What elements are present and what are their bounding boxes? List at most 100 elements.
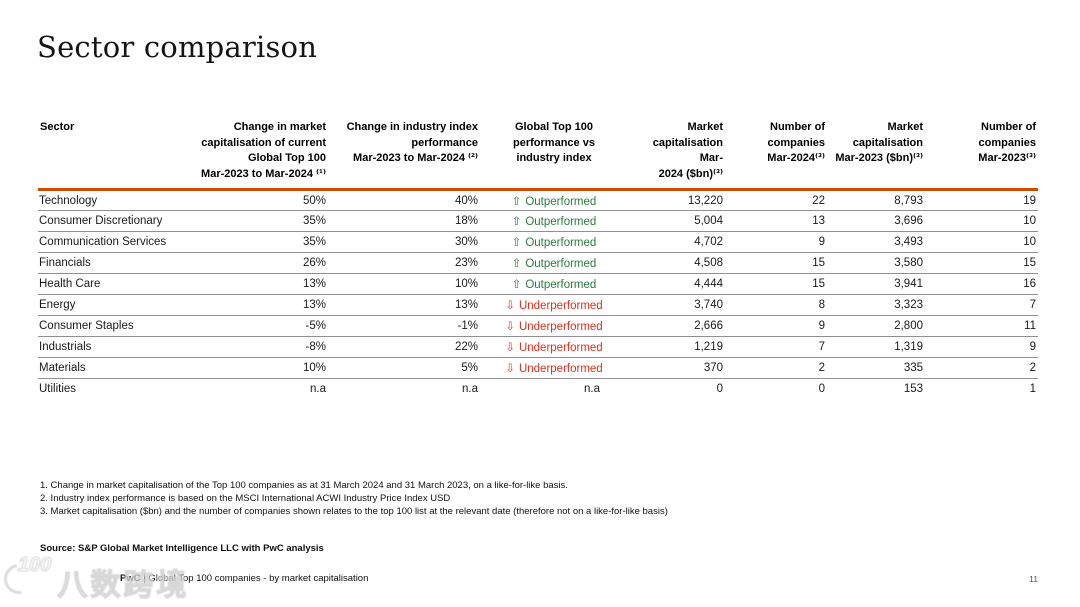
sector-table-wrap: Sector Change in market capitalisation of … <box>38 118 1040 400</box>
change-mcap-cell: 13% <box>183 273 328 295</box>
performance-cell: ⇧ Outperformed <box>480 231 628 253</box>
mcap-2023-cell: 3,941 <box>827 273 925 295</box>
sector-cell: Communication Services <box>38 231 183 253</box>
performance-label: Underperformed <box>518 342 603 354</box>
watermark-swoosh-icon <box>0 558 40 600</box>
performance-cell: ⇩ Underperformed <box>480 294 628 316</box>
up-arrow-icon: ⇧ <box>511 279 522 291</box>
mcap-2023-cell: 1,319 <box>827 336 925 358</box>
performance-label: Outperformed <box>525 216 597 228</box>
sector-cell: Industrials <box>38 336 183 358</box>
change-mcap-cell: 10% <box>183 357 328 379</box>
mcap-2023-cell: 3,580 <box>827 252 925 274</box>
mcap-2024-cell: 5,004 <box>628 210 725 232</box>
table-row: Health Care 13% 10% ⇧ Outperformed 4,444 15 3,9… <box>38 273 1038 295</box>
companies-2023-cell: 9 <box>925 336 1038 358</box>
column-header-companies-2023: Number of companies Mar-2023⁽³⁾ <box>925 118 1038 191</box>
performance-cell: ⇧ Outperformed <box>480 210 628 232</box>
sector-cell: Consumer Staples <box>38 315 183 337</box>
mcap-2024-cell: 3,740 <box>628 294 725 316</box>
change-index-cell: -1% <box>328 315 480 337</box>
watermark-logo: 100 <box>17 553 52 576</box>
change-mcap-cell: n.a <box>310 383 326 396</box>
change-index-cell: 30% <box>328 231 480 253</box>
performance-cell: n.a <box>584 383 600 396</box>
change-mcap-cell: -5% <box>183 315 328 337</box>
companies-2024-cell: 9 <box>725 315 827 337</box>
mcap-2023-cell: 3,493 <box>827 231 925 253</box>
companies-2023-cell: 15 <box>925 252 1038 274</box>
performance-label: Underperformed <box>518 363 603 375</box>
column-header-mcap-2023: Market capitalisation Mar-2023 ($bn)⁽³⁾ <box>827 118 925 191</box>
mcap-2023-cell: 2,800 <box>827 315 925 337</box>
change-index-cell: 22% <box>328 336 480 358</box>
mcap-2024-cell: 1,219 <box>628 336 725 358</box>
companies-2024-cell: 8 <box>725 294 827 316</box>
sector-cell: Consumer Discretionary <box>38 210 183 232</box>
footnotes: 1. Change in market capitalisation of th… <box>40 479 668 518</box>
table-row: Consumer Discretionary 35% 18% ⇧ Outperforme… <box>38 210 1038 232</box>
performance-label: Outperformed <box>525 195 597 208</box>
performance-cell: ⇧ Outperformed <box>480 273 628 295</box>
footnote-1: 1. Change in market capitalisation of th… <box>40 480 568 491</box>
performance-cell: ⇩ Underperformed <box>480 315 628 337</box>
down-arrow-icon: ⇩ <box>505 321 515 333</box>
mcap-2023-cell: 153 <box>903 383 923 396</box>
footer: PwC | Global Top 100 companies - by mark… <box>120 573 368 584</box>
up-arrow-icon: ⇧ <box>511 216 522 228</box>
up-arrow-icon: ⇧ <box>511 258 522 270</box>
table-row: Financials 26% 23% ⇧ Outperformed 4,508 15 3,58… <box>38 252 1038 274</box>
mcap-2023-cell: 3,696 <box>827 210 925 232</box>
companies-2024-cell: 7 <box>725 336 827 358</box>
table-row: Utilities n.a n.a n.a 0 0 153 1 <box>38 379 1038 400</box>
mcap-2023-cell: 335 <box>827 357 925 379</box>
table-row: Industrials -8% 22% ⇩ Underperformed 1,219 7 1,… <box>38 336 1038 358</box>
sector-cell: Materials <box>38 357 183 379</box>
change-index-cell: 18% <box>328 210 480 232</box>
companies-2023-cell: 10 <box>925 231 1038 253</box>
companies-2024-cell: 0 <box>818 383 825 396</box>
mcap-2024-cell: 13,220 <box>628 189 725 211</box>
change-index-cell: 40% <box>328 189 480 211</box>
companies-2023-cell: 7 <box>925 294 1038 316</box>
performance-label: Underperformed <box>518 300 603 312</box>
companies-2024-cell: 2 <box>725 357 827 379</box>
down-arrow-icon: ⇩ <box>505 363 515 375</box>
sector-cell: Financials <box>38 252 183 274</box>
change-index-cell: 23% <box>328 252 480 274</box>
mcap-2023-cell: 8,793 <box>827 189 925 211</box>
mcap-2024-cell: 4,444 <box>628 273 725 295</box>
mcap-2024-cell: 4,508 <box>628 252 725 274</box>
column-header-mcap-2024: Market capitalisation Mar- 2024 ($bn)⁽³⁾ <box>628 118 725 191</box>
footnote-2: 2. Industry index performance is based o… <box>40 493 451 504</box>
footnote-3: 3. Market capitalisation ($bn) and the n… <box>40 506 668 517</box>
mcap-2024-cell: 0 <box>716 383 723 396</box>
companies-2023-cell: 16 <box>925 273 1038 295</box>
mcap-2024-cell: 4,702 <box>628 231 725 253</box>
companies-2024-cell: 22 <box>725 189 827 211</box>
down-arrow-icon: ⇩ <box>505 342 515 354</box>
change-mcap-cell: 35% <box>183 210 328 232</box>
column-header-change-mcap: Change in market capitalisation of curren… <box>183 118 328 191</box>
performance-label: Outperformed <box>525 237 597 249</box>
column-header-companies-2024: Number of companies Mar-2024⁽³⁾ <box>725 118 827 191</box>
mcap-2023-cell: 3,323 <box>827 294 925 316</box>
table-row: Consumer Staples -5% -1% ⇩ Underperformed 2,6… <box>38 315 1038 337</box>
column-header-performance: Global Top 100 performance vs industry ind… <box>480 118 628 191</box>
companies-2023-cell: 10 <box>925 210 1038 232</box>
change-index-cell: 13% <box>328 294 480 316</box>
column-header-sector: Sector <box>38 118 183 191</box>
footer-separator: | <box>143 573 146 584</box>
table-row: Communication Services 35% 30% ⇧ Outperforme… <box>38 231 1038 253</box>
page-title: Sector comparison <box>37 30 318 64</box>
performance-label: Outperformed <box>525 279 597 291</box>
sector-cell: Energy <box>38 294 183 316</box>
performance-label: Outperformed <box>525 258 597 270</box>
performance-label: Underperformed <box>518 321 603 333</box>
table-body: Technology 50% 40% ⇧ Outperformed 13,220 22 8,7… <box>38 189 1038 400</box>
change-index-cell: 5% <box>328 357 480 379</box>
mcap-2024-cell: 370 <box>628 357 725 379</box>
table-row: Energy 13% 13% ⇩ Underperformed 3,740 8 3,323 7 <box>38 294 1038 316</box>
change-mcap-cell: 26% <box>183 252 328 274</box>
